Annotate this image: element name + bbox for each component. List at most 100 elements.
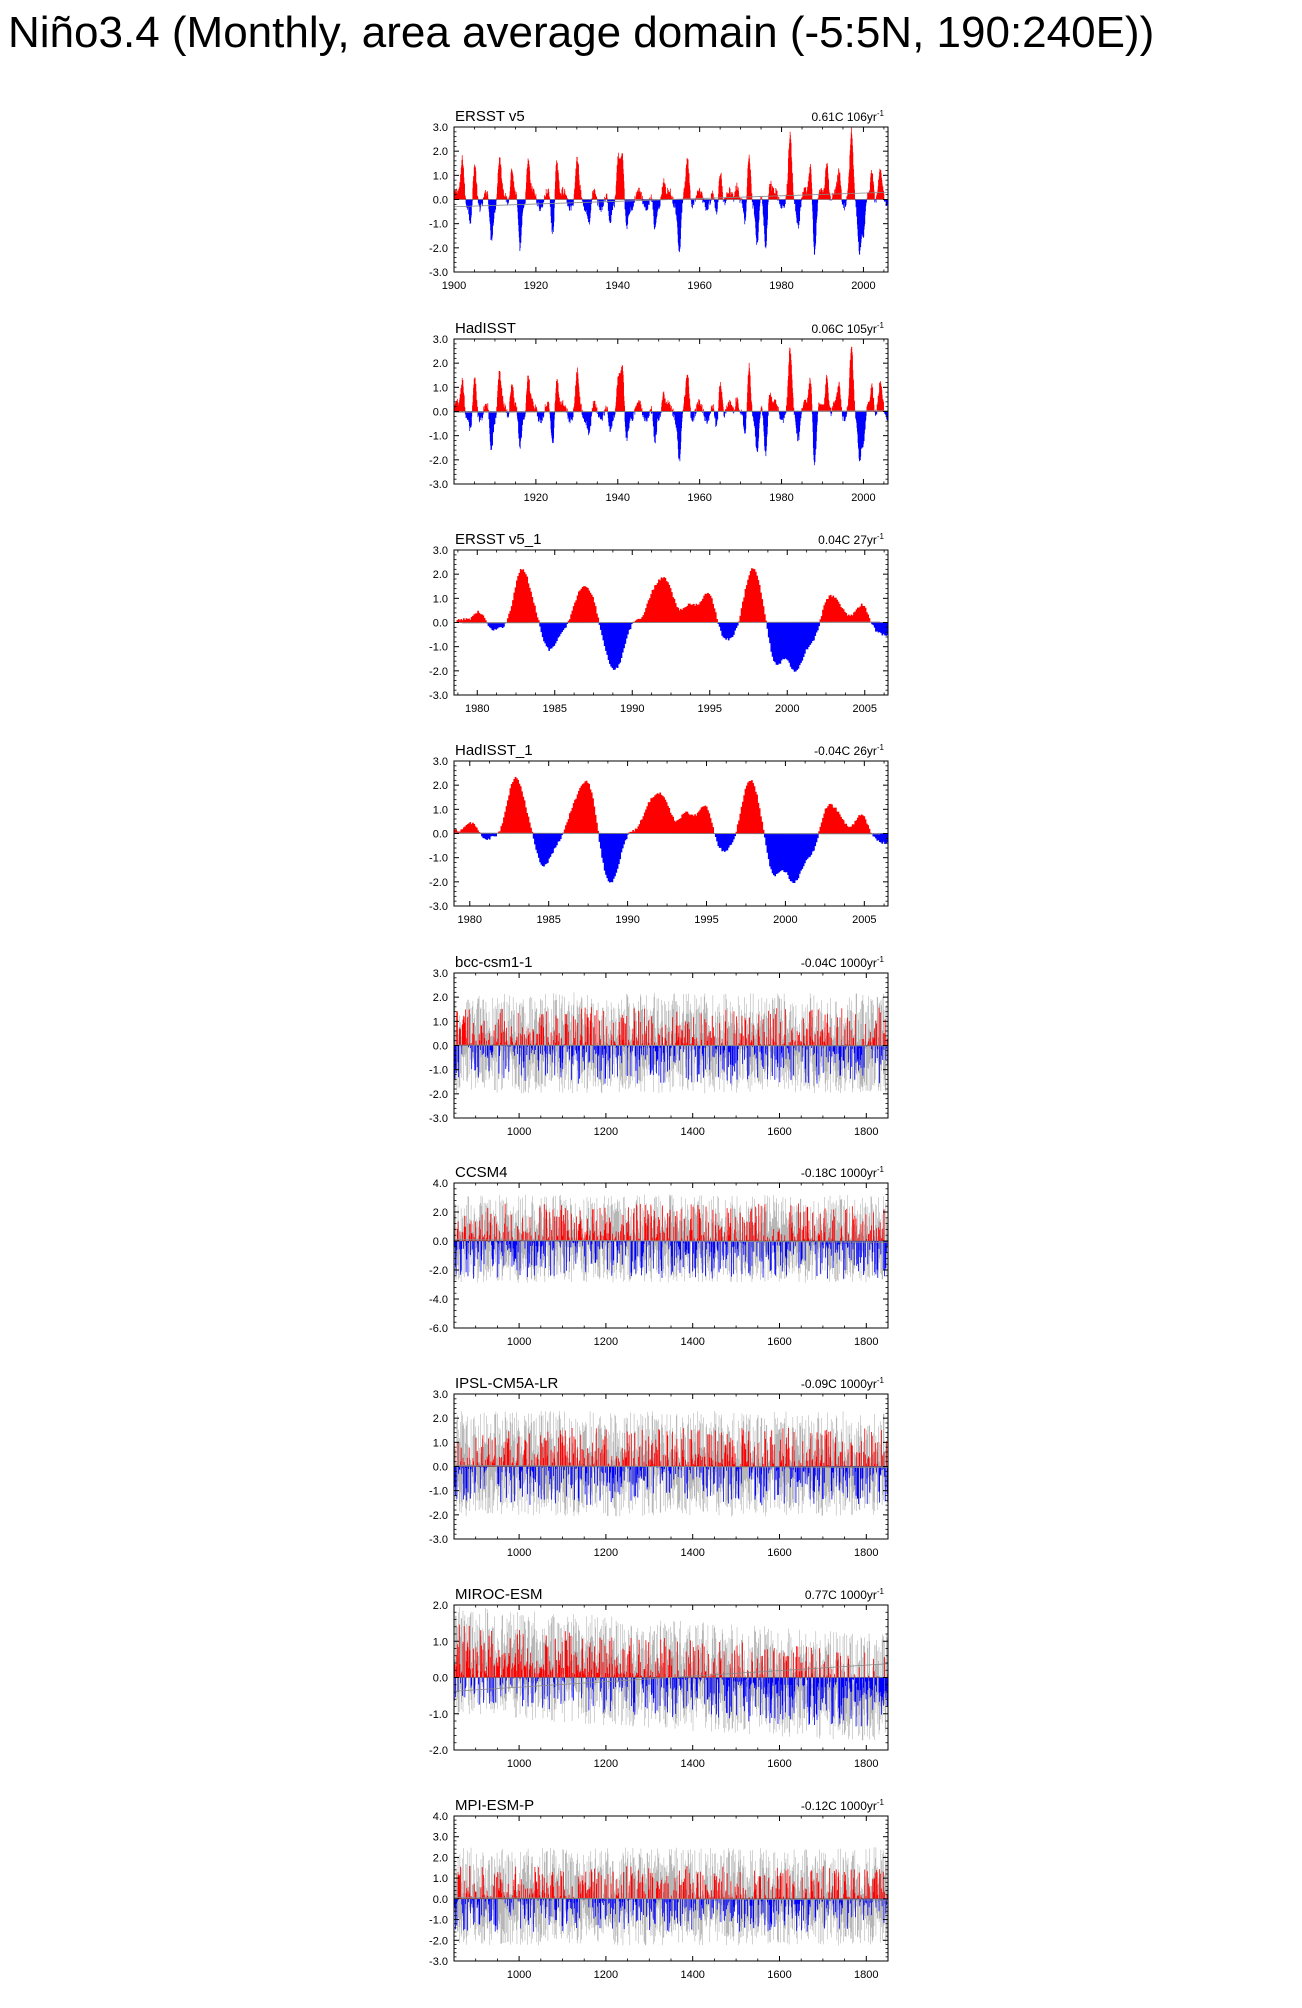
x-tick-label: 1980 [769,280,793,292]
x-tick-label: 1600 [767,1547,791,1559]
trend-line [454,1897,888,1901]
y-tick-label: 0.0 [433,1673,448,1685]
trend-value: -0.09C 1000yr [801,1377,877,1391]
y-tick-label: -1.0 [429,219,448,231]
x-tick-label: 1400 [680,1969,704,1981]
y-tick-label: -2.0 [429,1935,448,1947]
panel-title: MPI-ESM-P [455,1797,534,1814]
chart-panel-4: 3.0 2.0 1.0 0.0 -1.0 -2.0 -3.0 1980 1985 1990 1995… [429,742,889,926]
x-tick-label: 2005 [852,914,876,926]
panel-trend-info: -0.18C 1000yr-1 [801,1165,885,1180]
x-tick-label: 1990 [620,703,644,715]
panel-trend-info: -0.04C 26yr-1 [814,743,884,758]
x-tick-label: 1600 [767,1336,791,1348]
y-tick-label: 0.0 [433,1236,448,1248]
y-tick-label: -1.0 [429,853,448,865]
data-layer [454,1607,888,1741]
data-layer [454,127,888,255]
panel-title: ERSST v5 [455,108,525,125]
y-tick-label: 1.0 [433,593,448,605]
positive-bars [454,1624,888,1678]
y-tick-label: -1.0 [429,1915,448,1927]
ensemble-spread [454,1411,888,1517]
x-tick-label: 1800 [854,1969,878,1981]
trend-line [454,1464,888,1469]
y-tick-label: -1.0 [429,431,448,443]
x-tick-label: 1920 [524,280,548,292]
panel-title: CCSM4 [455,1164,508,1181]
x-tick-label: 2000 [851,492,875,504]
x-tick-label: 1400 [680,1126,704,1138]
y-tick-label: 1.0 [433,170,448,182]
y-tick-label: -1.0 [429,1065,448,1077]
y-tick-label: 1.0 [433,804,448,816]
trend-value: 0.61C 106yr [812,110,877,124]
y-tick-label: -2.0 [429,1089,448,1101]
y-tick-label: 2.0 [433,780,448,792]
trend-unit-exponent: -1 [877,1587,885,1596]
x-tick-label: 2000 [775,703,799,715]
y-tick-label: 0.0 [433,195,448,207]
y-tick-label: 2.0 [433,1413,448,1425]
chart-panel-3: 3.0 2.0 1.0 0.0 -1.0 -2.0 -3.0 1980 1985 1990 1995… [429,531,889,715]
data-layer [454,1411,888,1517]
y-tick-label: -3.0 [429,267,448,279]
chart-panel-6: 4.0 2.0 0.0 -2.0 -4.0 -6.0 1000 1200 1400 1600 180… [429,1164,889,1348]
trend-value: -0.04C 1000yr [801,956,877,970]
y-tick-label: -6.0 [429,1323,448,1335]
trend-value: -0.18C 1000yr [801,1166,877,1180]
trend-line [454,1663,888,1692]
negative-area [465,199,888,255]
x-tick-label: 1000 [507,1969,531,1981]
y-tick-label: 0.0 [433,1041,448,1053]
y-tick-label: -1.0 [429,1486,448,1498]
x-tick-label: 1200 [594,1126,618,1138]
trend-value: 0.04C 27yr [818,533,877,547]
trend-unit-exponent: -1 [877,532,885,541]
y-tick-label: 3.0 [433,545,448,557]
x-tick-label: 1980 [769,492,793,504]
positive-area [454,127,885,200]
negative-bars [454,1045,888,1084]
y-tick-label: 3.0 [433,122,448,134]
trend-unit-exponent: -1 [877,1165,885,1174]
y-tick-label: -2.0 [429,1510,448,1522]
x-tick-label: 1980 [465,703,489,715]
x-tick-label: 1980 [458,914,482,926]
x-tick-label: 1960 [687,492,711,504]
data-layer [454,1847,888,1946]
panel-title: MIROC-ESM [455,1586,543,1603]
trend-unit-exponent: -1 [877,1798,885,1807]
x-tick-label: 1200 [594,1969,618,1981]
y-tick-label: 2.0 [433,146,448,158]
trend-value: 0.06C 105yr [812,322,877,336]
chart-panel-5: 3.0 2.0 1.0 0.0 -1.0 -2.0 -3.0 1000 1200 1400 1600… [429,954,889,1138]
y-tick-label: -2.0 [429,1745,448,1757]
x-tick-label: 1990 [615,914,639,926]
x-tick-label: 2005 [853,703,877,715]
chart-panel-8: 2.0 1.0 0.0 -1.0 -2.0 1000 1200 1400 1600 1800 MIR… [429,1586,889,1770]
x-tick-label: 1000 [507,1126,531,1138]
y-tick-label: 3.0 [433,334,448,346]
y-tick-label: 0.0 [433,407,448,419]
y-tick-label: 1.0 [433,382,448,394]
trend-line [454,191,888,208]
panel-title: bcc-csm1-1 [455,954,533,971]
y-tick-label: 2.0 [433,358,448,370]
y-tick-label: 0.0 [433,829,448,841]
y-tick-label: 0.0 [433,1462,448,1474]
trend-unit-exponent: -1 [877,109,885,118]
x-tick-label: 1200 [594,1336,618,1348]
panel-title: IPSL-CM5A-LR [455,1375,559,1392]
x-tick-label: 1600 [767,1758,791,1770]
trend-unit-exponent: -1 [877,1376,885,1385]
trend-line [454,410,888,413]
chart-panel-7: 3.0 2.0 1.0 0.0 -1.0 -2.0 -3.0 1000 1200 1400 1600… [429,1375,889,1559]
trend-line [454,1044,888,1047]
y-tick-label: -3.0 [429,1534,448,1546]
y-tick-label: -2.0 [429,1265,448,1277]
y-tick-label: 2.0 [433,992,448,1004]
